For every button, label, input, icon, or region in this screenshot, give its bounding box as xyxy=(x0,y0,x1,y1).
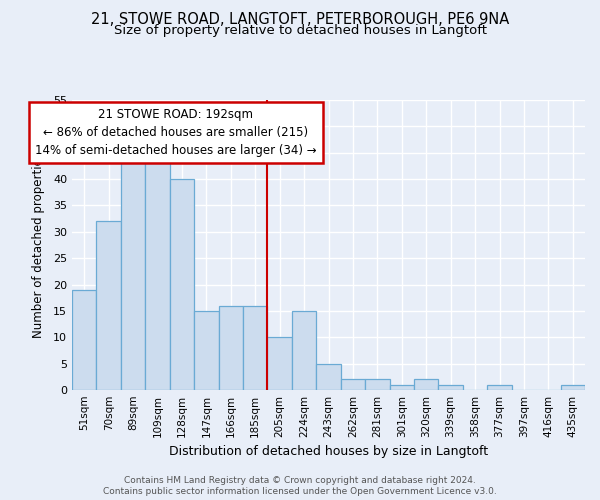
Bar xyxy=(268,338,292,390)
Bar xyxy=(170,179,194,390)
Bar xyxy=(243,306,268,390)
Bar xyxy=(316,364,341,390)
Bar xyxy=(145,148,170,390)
Bar xyxy=(389,384,414,390)
Text: Contains public sector information licensed under the Open Government Licence v3: Contains public sector information licen… xyxy=(103,487,497,496)
Text: Contains HM Land Registry data © Crown copyright and database right 2024.: Contains HM Land Registry data © Crown c… xyxy=(124,476,476,485)
Bar xyxy=(414,380,439,390)
Bar xyxy=(194,311,218,390)
Text: 21, STOWE ROAD, LANGTOFT, PETERBOROUGH, PE6 9NA: 21, STOWE ROAD, LANGTOFT, PETERBOROUGH, … xyxy=(91,12,509,28)
X-axis label: Distribution of detached houses by size in Langtoft: Distribution of detached houses by size … xyxy=(169,446,488,458)
Bar xyxy=(72,290,97,390)
Text: Size of property relative to detached houses in Langtoft: Size of property relative to detached ho… xyxy=(113,24,487,37)
Bar xyxy=(341,380,365,390)
Text: 21 STOWE ROAD: 192sqm
← 86% of detached houses are smaller (215)
14% of semi-det: 21 STOWE ROAD: 192sqm ← 86% of detached … xyxy=(35,108,317,157)
Bar xyxy=(439,384,463,390)
Bar xyxy=(292,311,316,390)
Bar xyxy=(218,306,243,390)
Bar xyxy=(365,380,389,390)
Bar xyxy=(487,384,512,390)
Bar xyxy=(560,384,585,390)
Bar xyxy=(97,222,121,390)
Y-axis label: Number of detached properties: Number of detached properties xyxy=(32,152,44,338)
Bar xyxy=(121,152,145,390)
